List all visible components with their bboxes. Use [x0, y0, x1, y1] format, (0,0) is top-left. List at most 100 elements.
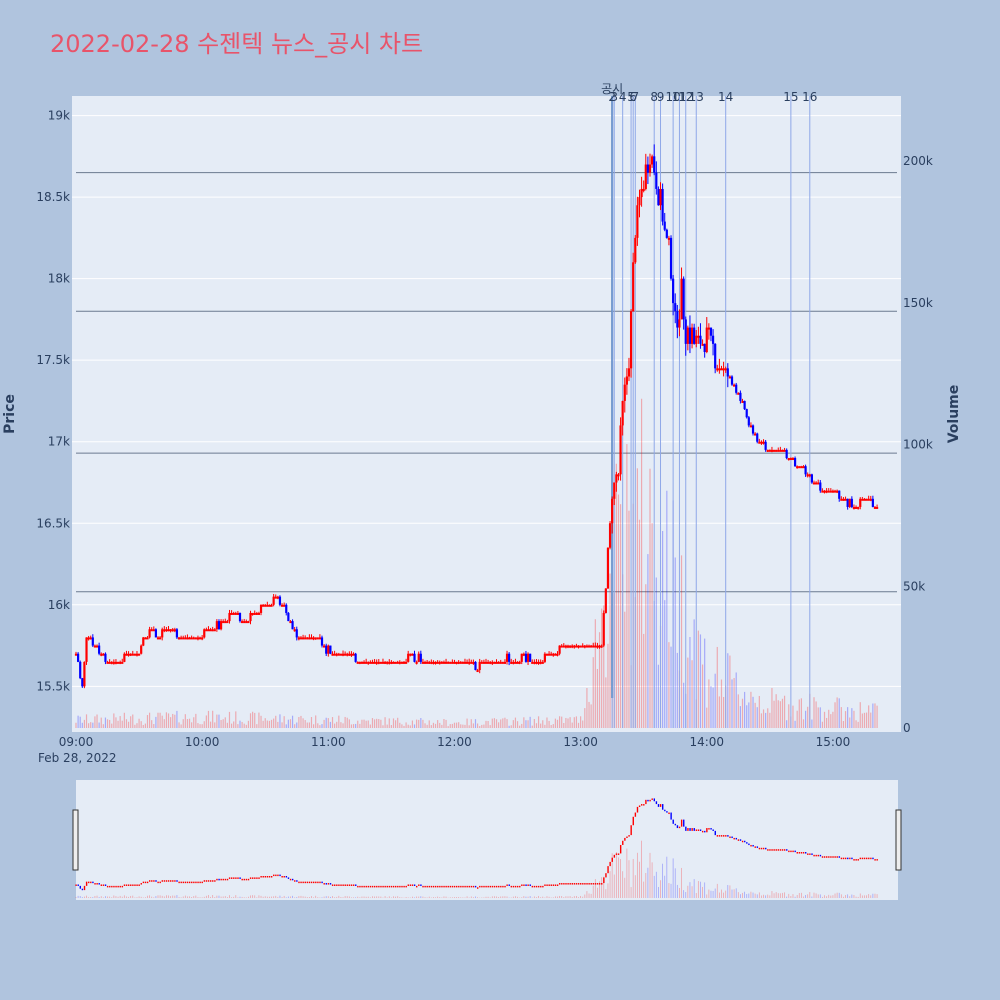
mini-volume-bar	[88, 897, 90, 898]
candle	[657, 188, 660, 206]
volume-bar	[445, 719, 447, 728]
candle	[802, 466, 805, 469]
mini-candle	[760, 847, 763, 850]
mini-candle	[447, 885, 449, 888]
volume-bar	[708, 679, 710, 728]
mini-volume-bar	[643, 881, 645, 898]
candle	[241, 621, 244, 624]
volume-bar	[746, 705, 748, 728]
mini-volume-bar	[224, 896, 226, 898]
mini-candle	[571, 883, 574, 885]
mini-candle	[203, 880, 206, 882]
volume-bar	[233, 721, 235, 728]
mini-volume-bar	[679, 887, 680, 898]
candle	[711, 335, 715, 344]
x-tick-label: 09:00	[59, 735, 94, 749]
volume-bar	[447, 726, 449, 728]
mini-candle	[584, 883, 586, 885]
range-slider[interactable]	[76, 780, 898, 900]
candle	[196, 637, 200, 640]
candle	[730, 376, 734, 385]
mini-volume-bar	[161, 895, 163, 898]
candle	[276, 596, 279, 599]
mini-candle	[525, 884, 527, 886]
mini-volume-bar	[559, 895, 560, 898]
mini-candle	[588, 883, 590, 885]
mini-volume-bar	[573, 896, 575, 898]
mini-volume-bar	[115, 896, 117, 898]
candle	[562, 645, 565, 648]
mini-volume-bar	[105, 896, 106, 898]
volume-bar	[273, 718, 275, 728]
mini-volume-bar	[771, 891, 773, 898]
volume-bar	[294, 724, 296, 728]
volume-bar	[420, 717, 422, 728]
mini-volume-bar	[216, 895, 218, 898]
volume-bar	[699, 634, 702, 728]
volume-bar	[239, 720, 241, 728]
mini-candle	[165, 880, 168, 882]
candle	[169, 629, 172, 632]
volume-bar	[861, 713, 863, 728]
mini-candle	[241, 878, 243, 881]
volume-bar	[216, 714, 218, 728]
candle	[550, 653, 553, 656]
volume-bar	[598, 632, 601, 728]
mini-candle	[807, 853, 809, 855]
mini-volume-bar	[81, 897, 83, 898]
mini-candle	[441, 885, 443, 888]
mini-volume-bar	[248, 896, 249, 898]
mini-volume-bar	[79, 896, 81, 898]
mini-candle	[426, 885, 428, 888]
volume-bar	[455, 722, 458, 728]
candle	[827, 490, 830, 493]
candle	[236, 612, 239, 615]
candle	[125, 653, 128, 656]
volume-bar	[405, 722, 407, 728]
volume-bar	[441, 724, 443, 728]
mini-volume-bar	[437, 896, 439, 898]
candle	[232, 612, 235, 615]
volume-bar	[167, 713, 170, 728]
candle	[402, 661, 406, 664]
mini-volume-bar	[380, 896, 382, 898]
mini-candle	[373, 885, 376, 888]
volume-bar	[254, 712, 256, 728]
mini-candle	[819, 854, 822, 857]
candle	[318, 637, 321, 640]
volume-bar	[836, 697, 838, 728]
mini-volume-bar	[117, 896, 119, 898]
volume-bar	[609, 573, 611, 728]
mini-volume-bar	[456, 897, 457, 898]
mini-volume-bar	[639, 861, 640, 898]
candle	[743, 400, 746, 410]
candle	[379, 661, 382, 664]
candle	[388, 661, 391, 664]
range-slider-handle-right[interactable]	[895, 809, 902, 871]
mini-candle	[422, 885, 424, 888]
range-slider-handle-left[interactable]	[72, 809, 79, 871]
mini-volume-bar	[819, 894, 821, 898]
mini-volume-bar	[540, 897, 542, 898]
x-tick-label: 12:00	[437, 735, 472, 749]
volume-bar	[430, 725, 432, 728]
mini-candle	[148, 880, 151, 882]
candle	[621, 400, 624, 426]
mini-volume-bar	[494, 896, 495, 898]
mini-volume-bar	[794, 896, 796, 898]
volume-bar	[163, 719, 165, 728]
volume-bar	[418, 719, 420, 728]
mini-candle	[502, 885, 504, 888]
volume-bar	[151, 720, 153, 728]
mini-candle	[615, 853, 618, 855]
candle	[791, 458, 795, 461]
mini-volume-bar	[773, 893, 775, 898]
mini-volume-bar	[262, 896, 264, 898]
candle	[741, 400, 744, 403]
mini-volume-bar	[208, 895, 209, 898]
main-plot-area[interactable]	[72, 96, 901, 732]
mini-candle	[849, 857, 851, 860]
mini-volume-bar	[405, 897, 407, 898]
mini-candle	[842, 857, 845, 860]
